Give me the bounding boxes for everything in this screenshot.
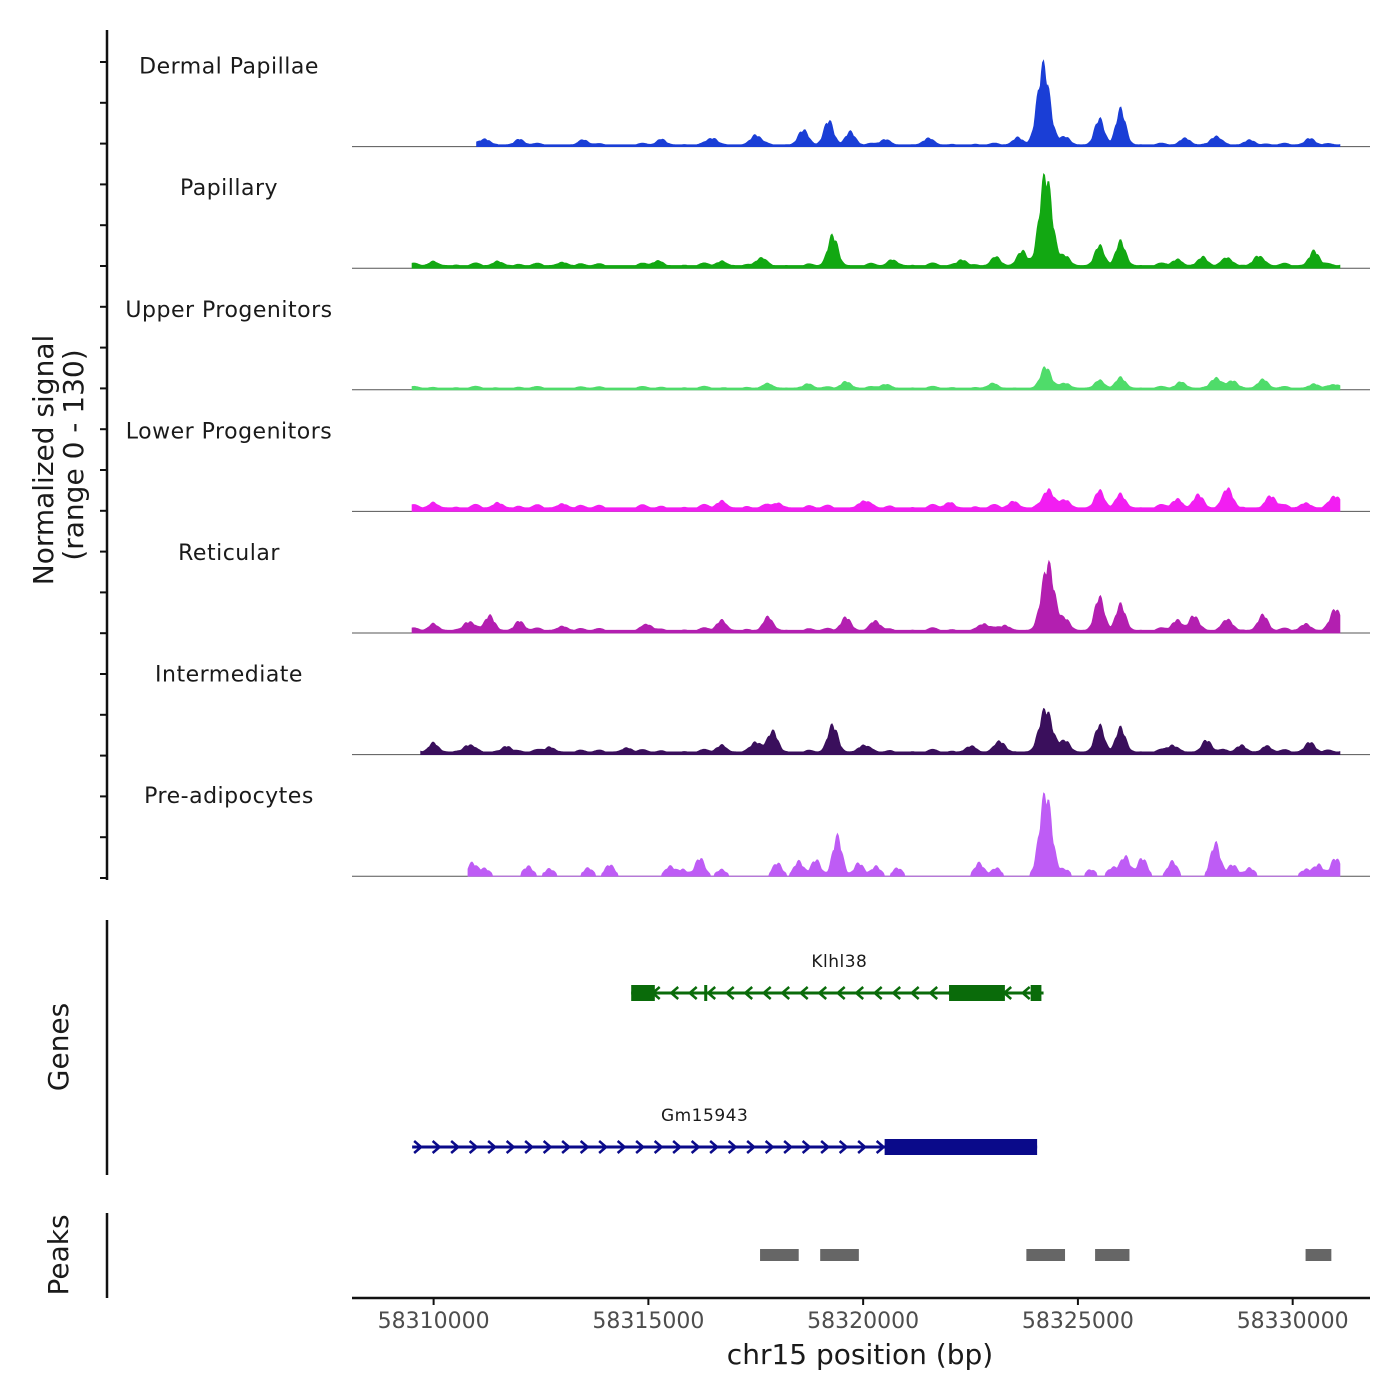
gene-label: Klhl38 — [811, 952, 867, 972]
gene-strand-arrow — [727, 1140, 738, 1154]
gene-strand-arrow — [1020, 986, 1031, 1000]
gene-annotations: Klhl38 Gm15943 — [412, 952, 1044, 1155]
gene-strand-arrow — [524, 1140, 535, 1154]
gene-label: Gm15943 — [661, 1106, 748, 1126]
gene-strand-arrow — [709, 1140, 720, 1154]
coverage-y-ticks — [100, 61, 107, 879]
track-signal-area — [411, 487, 1341, 512]
gene-strand-arrow — [838, 1140, 849, 1154]
gene-strand-arrow — [616, 1140, 627, 1154]
peak-region — [820, 1249, 859, 1261]
track-pre-adipocytes: Pre-adipocytes — [144, 784, 1370, 877]
gene-strand-arrow — [783, 1140, 794, 1154]
track-signal-area — [467, 792, 1341, 877]
gene-exon — [704, 985, 708, 1001]
track-signal-area — [411, 366, 1341, 391]
x-axis-tick-label: 58320000 — [807, 1309, 919, 1334]
gene-strand-arrow — [450, 1140, 461, 1154]
gene-strand-arrow — [561, 1140, 572, 1154]
gene-strand-arrow — [690, 1140, 701, 1154]
gene-exon — [1030, 985, 1042, 1001]
gene-strand-arrow — [872, 986, 883, 1000]
track-signal-area — [411, 173, 1341, 269]
track-label: Papillary — [180, 176, 278, 201]
gene-strand-arrow — [801, 1140, 812, 1154]
gene-strand-arrow — [857, 1140, 868, 1154]
gene-strand-arrow — [909, 986, 920, 1000]
track-reticular: Reticular — [178, 541, 1370, 634]
gene-strand-arrow — [835, 986, 846, 1000]
gene-strand-arrow — [413, 1140, 424, 1154]
track-label: Dermal Papillae — [139, 55, 319, 80]
peak-regions — [760, 1249, 1332, 1261]
peaks-panel-label: Peaks — [42, 1214, 75, 1295]
gene-strand-arrow — [468, 1140, 479, 1154]
peak-region — [760, 1249, 799, 1261]
gene-strand-arrow — [891, 986, 902, 1000]
x-axis-tick-label: 58315000 — [592, 1309, 704, 1334]
gene-klhl38: Klhl38 — [631, 952, 1044, 1001]
gene-strand-arrow — [653, 1140, 664, 1154]
track-label: Reticular — [178, 541, 280, 566]
gene-strand-arrow — [928, 986, 939, 1000]
gene-strand-arrow — [820, 1140, 831, 1154]
gene-strand-arrow — [854, 986, 865, 1000]
gene-strand-arrow — [687, 986, 698, 1000]
track-papillary: Papillary — [180, 173, 1370, 269]
gene-strand-arrow — [724, 986, 735, 1000]
x-axis-tick-label: 58330000 — [1237, 1309, 1349, 1334]
track-upper-progenitors: Upper Progenitors — [125, 298, 1370, 391]
track-label: Lower Progenitors — [126, 419, 332, 444]
gene-exon — [949, 985, 1005, 1001]
gene-gm15943: Gm15943 — [412, 1106, 1038, 1155]
track-intermediate: Intermediate — [155, 663, 1370, 756]
track-signal-area — [476, 59, 1341, 147]
track-label: Pre-adipocytes — [144, 784, 314, 809]
track-label: Upper Progenitors — [125, 298, 332, 323]
y-axis-title-line2: (range 0 - 130) — [57, 349, 90, 560]
genes-panel-label: Genes — [42, 1003, 75, 1091]
track-signal-area — [420, 707, 1341, 755]
coverage-tracks: Dermal Papillae Papillary Upper Progenitor… — [125, 55, 1370, 877]
gene-strand-arrow — [635, 1140, 646, 1154]
gene-strand-arrow — [875, 1140, 886, 1154]
y-axis-title-line1: Normalized signal — [27, 335, 60, 586]
track-signal-area — [411, 559, 1341, 634]
track-lower-progenitors: Lower Progenitors — [126, 419, 1370, 512]
gene-strand-arrow — [743, 986, 754, 1000]
gene-strand-arrow — [672, 1140, 683, 1154]
x-axis-title: chr15 position (bp) — [727, 1338, 993, 1371]
gene-strand-arrow — [706, 986, 717, 1000]
x-axis-ticks: 58310000 58315000 58320000 58325000 58330000 — [378, 1298, 1349, 1334]
gene-strand-arrow — [817, 986, 828, 1000]
gene-strand-arrow — [746, 1140, 757, 1154]
track-dermal-papillae: Dermal Papillae — [139, 55, 1370, 148]
gene-strand-arrow — [579, 1140, 590, 1154]
gene-strand-arrow — [780, 986, 791, 1000]
peak-region — [1095, 1249, 1130, 1261]
gene-exon — [631, 985, 655, 1001]
gene-strand-arrow — [764, 1140, 775, 1154]
gene-strand-arrow — [431, 1140, 442, 1154]
gene-strand-arrow — [798, 986, 809, 1000]
x-axis-tick-label: 58310000 — [378, 1309, 490, 1334]
gene-strand-arrow — [598, 1140, 609, 1154]
x-axis-tick-label: 58325000 — [1022, 1309, 1134, 1334]
gene-strand-arrow — [542, 1140, 553, 1154]
peak-region — [1305, 1249, 1332, 1261]
gene-strand-arrow — [669, 986, 680, 1000]
gene-exon — [884, 1139, 1038, 1155]
gene-strand-arrow — [487, 1140, 498, 1154]
gene-strand-arrow — [761, 986, 772, 1000]
gene-strand-arrow — [505, 1140, 516, 1154]
track-label: Intermediate — [155, 663, 303, 688]
peak-region — [1026, 1249, 1066, 1261]
